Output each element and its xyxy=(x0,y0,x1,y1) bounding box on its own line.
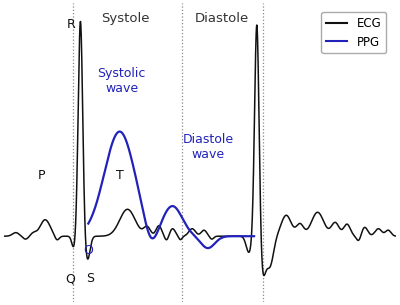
Text: Diastole: Diastole xyxy=(194,12,249,25)
Text: Diastole
wave: Diastole wave xyxy=(182,132,234,160)
Text: O: O xyxy=(83,244,93,257)
Text: R: R xyxy=(67,18,76,31)
Text: P: P xyxy=(38,169,45,182)
Text: T: T xyxy=(116,169,124,182)
Legend: ECG, PPG: ECG, PPG xyxy=(321,12,386,53)
Text: Systolic
wave: Systolic wave xyxy=(98,67,146,95)
Text: S: S xyxy=(86,272,94,285)
Text: Systole: Systole xyxy=(101,12,150,25)
Text: Q: Q xyxy=(65,272,75,285)
